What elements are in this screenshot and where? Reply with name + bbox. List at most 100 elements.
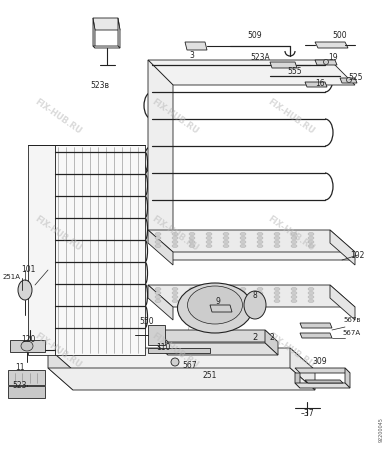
Polygon shape bbox=[155, 330, 278, 342]
Ellipse shape bbox=[223, 240, 229, 243]
Ellipse shape bbox=[324, 59, 329, 64]
Polygon shape bbox=[48, 368, 315, 390]
Text: FIX-HUB.RU: FIX-HUB.RU bbox=[266, 332, 316, 370]
Ellipse shape bbox=[189, 296, 195, 298]
Polygon shape bbox=[305, 82, 327, 87]
Ellipse shape bbox=[206, 300, 212, 302]
Polygon shape bbox=[148, 285, 173, 320]
Text: 509: 509 bbox=[248, 31, 262, 40]
Polygon shape bbox=[48, 348, 315, 370]
Polygon shape bbox=[148, 60, 173, 260]
Ellipse shape bbox=[21, 341, 33, 351]
Ellipse shape bbox=[274, 237, 280, 239]
Polygon shape bbox=[330, 230, 355, 265]
Ellipse shape bbox=[257, 288, 263, 291]
Ellipse shape bbox=[308, 240, 314, 243]
Text: FIX-HUB.RU: FIX-HUB.RU bbox=[150, 98, 199, 136]
Ellipse shape bbox=[291, 292, 297, 294]
Text: FIX-HUB.RU: FIX-HUB.RU bbox=[33, 332, 83, 370]
Ellipse shape bbox=[155, 296, 161, 298]
Polygon shape bbox=[55, 145, 145, 355]
Ellipse shape bbox=[155, 237, 161, 239]
Ellipse shape bbox=[223, 300, 229, 302]
Ellipse shape bbox=[223, 288, 229, 291]
Ellipse shape bbox=[308, 233, 314, 235]
Text: 2: 2 bbox=[270, 333, 274, 342]
Polygon shape bbox=[148, 230, 173, 265]
Text: 19: 19 bbox=[328, 53, 338, 62]
Ellipse shape bbox=[274, 296, 280, 298]
Ellipse shape bbox=[223, 244, 229, 248]
Text: FIX-HUB.RU: FIX-HUB.RU bbox=[150, 332, 199, 370]
Ellipse shape bbox=[223, 237, 229, 239]
Ellipse shape bbox=[206, 233, 212, 235]
Ellipse shape bbox=[172, 288, 178, 291]
Text: 523: 523 bbox=[13, 381, 27, 390]
Text: 567А: 567А bbox=[343, 330, 361, 336]
Polygon shape bbox=[210, 305, 232, 312]
Ellipse shape bbox=[172, 237, 178, 239]
Ellipse shape bbox=[244, 291, 266, 319]
Ellipse shape bbox=[189, 237, 195, 239]
Ellipse shape bbox=[274, 288, 280, 291]
Polygon shape bbox=[93, 18, 120, 30]
Ellipse shape bbox=[291, 300, 297, 302]
Ellipse shape bbox=[18, 280, 32, 300]
Ellipse shape bbox=[308, 237, 314, 239]
Text: 251: 251 bbox=[203, 370, 217, 379]
Ellipse shape bbox=[274, 292, 280, 294]
Ellipse shape bbox=[223, 292, 229, 294]
Ellipse shape bbox=[308, 300, 314, 302]
Ellipse shape bbox=[155, 292, 161, 294]
Text: FIX-HUB.RU: FIX-HUB.RU bbox=[266, 215, 316, 253]
Polygon shape bbox=[148, 285, 355, 307]
Ellipse shape bbox=[308, 244, 314, 248]
Polygon shape bbox=[305, 380, 343, 383]
Ellipse shape bbox=[240, 300, 246, 302]
Ellipse shape bbox=[172, 233, 178, 235]
Text: 2: 2 bbox=[252, 333, 258, 342]
Text: 525: 525 bbox=[349, 73, 363, 82]
Ellipse shape bbox=[206, 240, 212, 243]
Ellipse shape bbox=[171, 358, 179, 366]
Ellipse shape bbox=[189, 292, 195, 294]
Ellipse shape bbox=[291, 233, 297, 235]
Ellipse shape bbox=[177, 283, 253, 333]
Polygon shape bbox=[270, 62, 297, 68]
Polygon shape bbox=[315, 42, 348, 48]
Ellipse shape bbox=[172, 240, 178, 243]
Ellipse shape bbox=[257, 240, 263, 243]
Polygon shape bbox=[295, 368, 350, 373]
Ellipse shape bbox=[189, 300, 195, 302]
Ellipse shape bbox=[308, 296, 314, 298]
Polygon shape bbox=[345, 368, 350, 388]
Polygon shape bbox=[300, 323, 332, 328]
Polygon shape bbox=[10, 340, 45, 352]
Ellipse shape bbox=[189, 233, 195, 235]
Ellipse shape bbox=[240, 244, 246, 248]
Polygon shape bbox=[28, 145, 55, 355]
Text: FIX-HUB.RU: FIX-HUB.RU bbox=[150, 215, 199, 253]
Polygon shape bbox=[93, 46, 120, 48]
Ellipse shape bbox=[206, 244, 212, 248]
Text: 523в: 523в bbox=[90, 81, 109, 90]
Ellipse shape bbox=[257, 296, 263, 298]
Polygon shape bbox=[8, 370, 45, 385]
Ellipse shape bbox=[274, 233, 280, 235]
Polygon shape bbox=[148, 230, 355, 252]
Ellipse shape bbox=[155, 233, 161, 235]
Polygon shape bbox=[340, 78, 357, 83]
Polygon shape bbox=[148, 325, 165, 345]
Polygon shape bbox=[185, 42, 207, 50]
Text: 16: 16 bbox=[315, 78, 325, 87]
Ellipse shape bbox=[155, 244, 161, 248]
Text: FIX-HUB.RU: FIX-HUB.RU bbox=[266, 98, 316, 136]
Text: 110: 110 bbox=[156, 343, 170, 352]
Polygon shape bbox=[265, 330, 278, 355]
Ellipse shape bbox=[257, 233, 263, 235]
Ellipse shape bbox=[172, 292, 178, 294]
Ellipse shape bbox=[187, 286, 242, 324]
Text: 555: 555 bbox=[288, 68, 302, 76]
Text: 120: 120 bbox=[21, 336, 35, 345]
Ellipse shape bbox=[308, 292, 314, 294]
